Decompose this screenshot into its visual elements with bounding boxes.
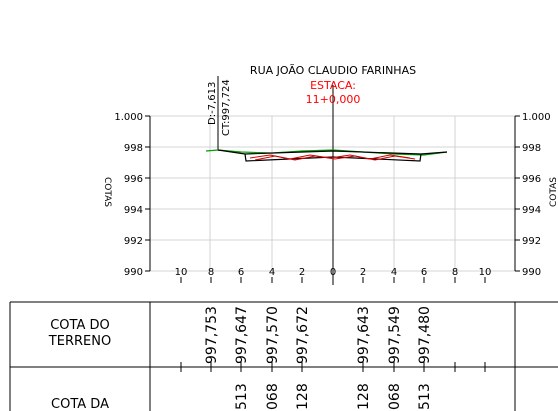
- terreno-values: 997,753 997,647 997,570 997,672 997,643 …: [204, 306, 433, 364]
- greide-value: 513: [234, 383, 250, 410]
- x-tick-label: 6: [421, 267, 427, 278]
- x-tick-label: 2: [299, 267, 305, 278]
- y-tick-label: 990: [124, 267, 143, 278]
- row-label-greide-1: COTA DA: [51, 397, 109, 411]
- greide-values: 513 068 128 128 068 513: [234, 383, 433, 410]
- x-tick-label: 10: [479, 267, 492, 278]
- greide-value: 128: [295, 383, 311, 410]
- greide-value: 513: [417, 383, 433, 410]
- cross-section-profile: [205, 149, 448, 162]
- y-tick-label: 998: [522, 143, 541, 154]
- y-tick-label: 994: [124, 205, 143, 216]
- y-tick-label: 998: [124, 143, 143, 154]
- terreno-value: 997,647: [234, 306, 250, 364]
- axis-frames: [145, 115, 520, 272]
- row-label-terreno-1: COTA DO: [50, 318, 110, 333]
- pavement-top: [217, 149, 448, 155]
- ct-label: CT:997,724: [221, 79, 232, 136]
- y-ticks-right: 1.000 998 996 994 992 990: [522, 112, 551, 278]
- y-tick-label: 996: [522, 174, 541, 185]
- offset-label: D:-7,613: [207, 82, 218, 125]
- terrain-line: [205, 149, 448, 156]
- terreno-value: 997,549: [387, 306, 403, 364]
- y-ticks-left: 1.000 998 996 994 992 990: [114, 112, 143, 278]
- x-tick-label: 2: [360, 267, 366, 278]
- terreno-value: 997,480: [417, 306, 433, 364]
- street-title: RUA JOÃO CLAUDIO FARINHAS: [250, 64, 416, 77]
- y-tick-label: 996: [124, 174, 143, 185]
- row-label-terreno-2: TERRENO: [48, 334, 111, 349]
- terreno-value: 997,672: [295, 306, 311, 364]
- x-tick-label: 10: [175, 267, 188, 278]
- y-tick-label: 1.000: [522, 112, 551, 123]
- terreno-value: 997,570: [265, 306, 281, 364]
- y-tick-label: 994: [522, 205, 541, 216]
- x-tick-marks: [180, 277, 486, 283]
- y-tick-label: 992: [124, 236, 143, 247]
- x-ticks: 10 8 6 4 2 0 2 4 6 8 10: [175, 267, 492, 278]
- x-tick-label: 6: [238, 267, 244, 278]
- greide-value: 068: [265, 383, 281, 410]
- x-tick-label: 4: [269, 267, 275, 278]
- greide-value: 128: [356, 383, 372, 410]
- table-ticks: [180, 362, 486, 372]
- section-fill: [254, 155, 416, 161]
- estaca-value: 11+0,000: [306, 93, 361, 106]
- estaca-label: ESTACA:: [310, 79, 356, 92]
- x-tick-label: 8: [208, 267, 214, 278]
- y-tick-label: 1.000: [114, 112, 143, 123]
- terreno-value: 997,753: [204, 306, 220, 364]
- y-axis-title-left: COTAS: [102, 177, 112, 207]
- y-axis-title-right: COTAS: [549, 177, 558, 207]
- y-tick-label: 990: [522, 267, 541, 278]
- terreno-value: 997,643: [356, 306, 372, 364]
- x-tick-label: 8: [452, 267, 458, 278]
- data-table: [9, 301, 558, 411]
- y-tick-label: 992: [522, 236, 541, 247]
- pavement-bottom: [244, 153, 422, 162]
- greide-value: 068: [387, 383, 403, 410]
- x-tick-label: 4: [391, 267, 397, 278]
